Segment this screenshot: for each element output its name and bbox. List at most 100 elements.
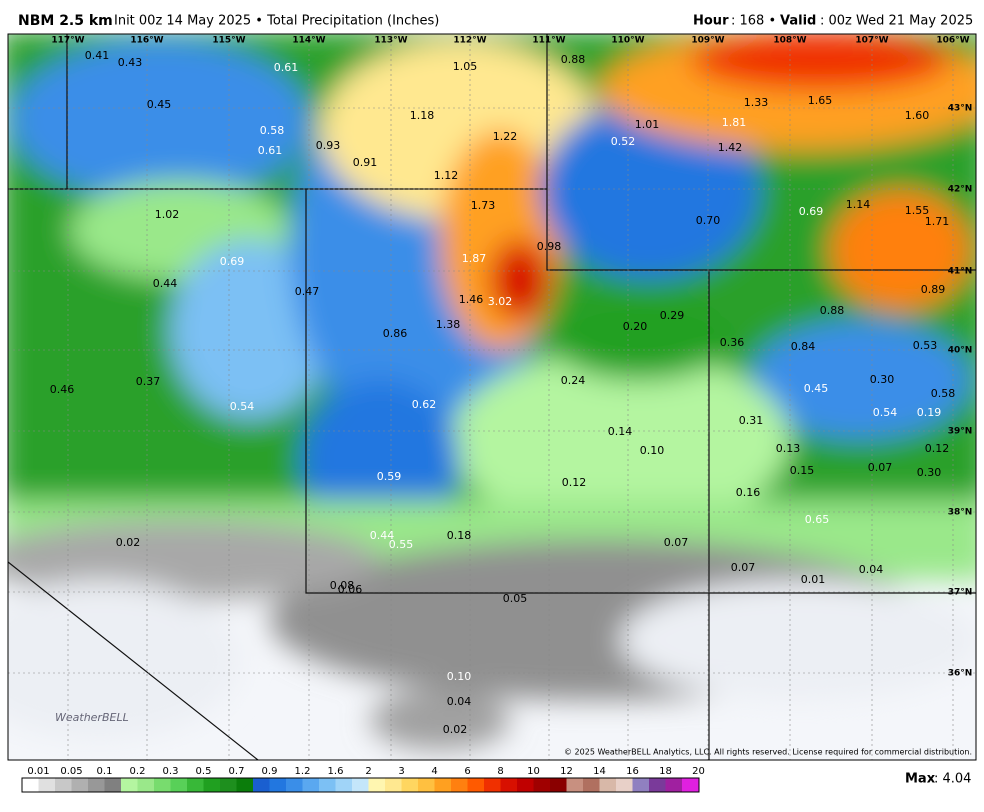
precip-value: 0.30 [870,373,895,386]
precip-value: 1.55 [905,204,930,217]
precip-field: 117°W 116°W 115°W 114°W 113°W 112°W 111°W 110°W… [8,34,976,760]
precip-value: 1.14 [846,198,871,211]
lon-label: 116°W [130,36,163,46]
valid-value: : 00z Wed 21 May 2025 [820,14,973,29]
colorbar-swatch [137,778,155,792]
precip-value: 1.22 [493,130,518,143]
precip-value: 0.10 [640,444,665,457]
precip-value: 0.61 [258,144,283,157]
precip-value: 0.13 [776,442,801,455]
colorbar-swatch [368,778,386,792]
precip-value: 0.08 [330,579,355,592]
precip-value: 0.24 [561,374,586,387]
colorbar-swatch [203,778,221,792]
precip-value: 3.02 [488,295,513,308]
precip-value: 0.44 [153,277,178,290]
precip-value: 0.43 [118,56,143,69]
lon-label: 112°W [453,36,486,46]
precip-value: 0.91 [353,156,378,169]
colorbar-swatch [253,778,270,792]
precip-value: 0.84 [791,340,816,353]
colorbar-swatch [434,778,452,792]
colorbar-tick: 0.9 [262,766,278,777]
colorbar-tick: 18 [659,766,672,777]
max-value: : 4.04 [934,772,971,787]
colorbar-tick: 0.1 [97,766,113,777]
colorbar-swatch [550,778,567,792]
precip-value: 0.45 [804,382,829,395]
precip-value: 1.46 [459,293,484,306]
precip-value: 0.04 [447,695,472,708]
colorbar-swatch [154,778,171,792]
precip-value: 0.58 [931,387,956,400]
colorbar-swatch [22,778,39,792]
colorbar-frame [21,777,700,793]
precip-value: 1.12 [434,169,459,182]
precip-value: 0.52 [611,135,636,148]
map-frame [7,33,977,761]
lat-label: 40°N [948,346,973,356]
precip-value: 0.54 [873,406,898,419]
precip-value: 0.65 [805,513,830,526]
precip-value: 1.71 [925,215,950,228]
precip-value: 0.53 [913,339,938,352]
precip-value: 0.41 [85,49,110,62]
precip-value: 0.07 [731,561,756,574]
precip-value: 0.36 [720,336,745,349]
precip-value: 0.12 [925,442,950,455]
precip-value: 0.10 [447,670,472,683]
precip-value: 0.54 [230,400,255,413]
colorbar-swatch [170,778,188,792]
colorbar-swatch [104,778,122,792]
precip-value: 0.70 [696,214,721,227]
precip-value: 0.88 [561,53,586,66]
lon-label: 114°W [292,36,325,46]
precip-value: 0.45 [147,98,172,111]
precip-value: 0.44 [370,529,395,542]
colorbar-swatch [418,778,435,792]
colorbar-tick: 6 [464,766,470,777]
lon-label: 107°W [855,36,888,46]
colorbar-swatch [451,778,468,792]
colorbar-tick: 0.5 [196,766,212,777]
hour-label: Hour [693,14,729,29]
precip-value: 0.88 [820,304,845,317]
precip-value: 1.42 [718,141,743,154]
subtitle: Init 00z 14 May 2025 • Total Precipitati… [114,14,439,29]
precip-value: 0.06 [338,583,363,596]
colorbar-swatch [121,778,138,792]
precip-value: 0.61 [274,61,299,74]
lon-label: 113°W [374,36,407,46]
lat-label: 41°N [948,267,973,277]
colorbar-tick: 3 [398,766,404,777]
colorbar-swatch [187,778,204,792]
title: NBM 2.5 km [18,13,113,29]
colorbar-swatch [236,778,254,792]
colorbar-swatch [335,778,353,792]
colorbar-swatch [55,778,72,792]
lon-label: 109°W [691,36,724,46]
lon-label: 106°W [936,36,969,46]
precip-value: 1.81 [722,116,747,129]
colorbar-swatch [269,778,287,792]
precip-value: 1.02 [155,208,180,221]
precip-value: 0.30 [917,466,942,479]
valid-label: Valid [780,14,816,29]
precip-value: 0.02 [116,536,141,549]
colorbar-swatch [286,778,303,792]
precip-value: 0.37 [136,375,161,388]
lon-label: 117°W [51,36,84,46]
precip-value: 0.12 [562,476,587,489]
colorbar-swatch [484,778,501,792]
precip-value: 0.93 [316,139,341,152]
precip-value: 1.65 [808,94,833,107]
precip-value: 0.86 [383,327,408,340]
legend: 0.01 0.05 0.1 0.2 0.3 0.5 0.7 0.9 1.2 1.6 2 3 4 6 8 10 1… [22,766,705,792]
colorbar-tick: 12 [560,766,573,777]
precip-value: 0.29 [660,309,685,322]
colorbar-tick: 14 [593,766,606,777]
colorbar-swatch [302,778,320,792]
lon-label: 108°W [773,36,806,46]
precip-value: 0.16 [736,486,761,499]
